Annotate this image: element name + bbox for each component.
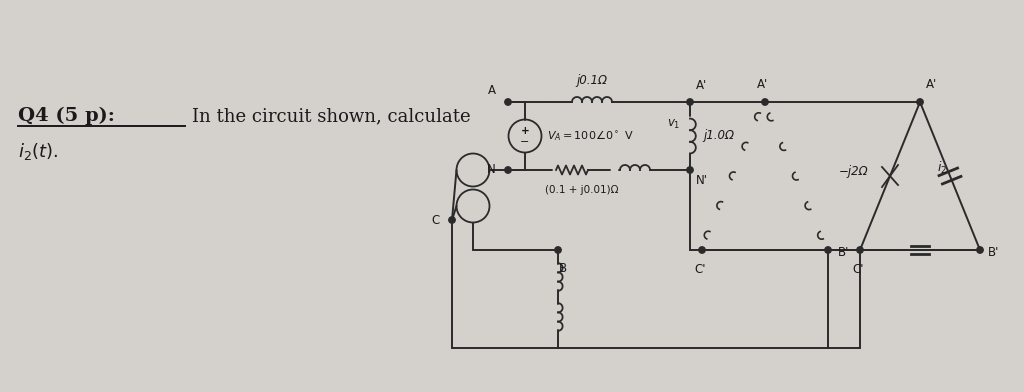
Text: j1.0Ω: j1.0Ω (703, 129, 734, 143)
Circle shape (687, 167, 693, 173)
Circle shape (698, 247, 706, 253)
Circle shape (555, 247, 561, 253)
Circle shape (762, 99, 768, 105)
Text: j0.1Ω: j0.1Ω (577, 74, 607, 87)
Text: C: C (432, 214, 440, 227)
Text: A': A' (758, 78, 769, 91)
Text: In the circuit shown, calculate: In the circuit shown, calculate (193, 107, 471, 125)
Text: $i_2(t).$: $i_2(t).$ (18, 142, 58, 163)
Text: A': A' (696, 79, 708, 92)
Text: Q4 (5 p):: Q4 (5 p): (18, 107, 115, 125)
Circle shape (977, 247, 983, 253)
Text: (0.1 + j0.01)Ω: (0.1 + j0.01)Ω (545, 185, 618, 195)
Text: C': C' (694, 263, 706, 276)
Text: N: N (487, 163, 496, 176)
Text: +: + (520, 125, 529, 136)
Circle shape (505, 167, 511, 173)
Text: C': C' (852, 263, 864, 276)
Text: A': A' (926, 78, 937, 91)
Text: B': B' (838, 245, 849, 258)
Text: −: − (520, 136, 529, 147)
Text: $V_A = 100\angle 0^\circ$ V: $V_A = 100\angle 0^\circ$ V (547, 129, 634, 143)
Text: B: B (559, 262, 567, 275)
Circle shape (687, 99, 693, 105)
Text: N': N' (696, 174, 708, 187)
Circle shape (916, 99, 924, 105)
Circle shape (449, 217, 456, 223)
Text: B': B' (988, 245, 999, 258)
Circle shape (824, 247, 831, 253)
Text: −j2Ω: −j2Ω (839, 165, 868, 178)
Text: $i_2$: $i_2$ (937, 160, 947, 176)
Circle shape (857, 247, 863, 253)
Circle shape (505, 99, 511, 105)
Text: $v_1$: $v_1$ (667, 118, 680, 131)
Text: A: A (488, 84, 496, 97)
